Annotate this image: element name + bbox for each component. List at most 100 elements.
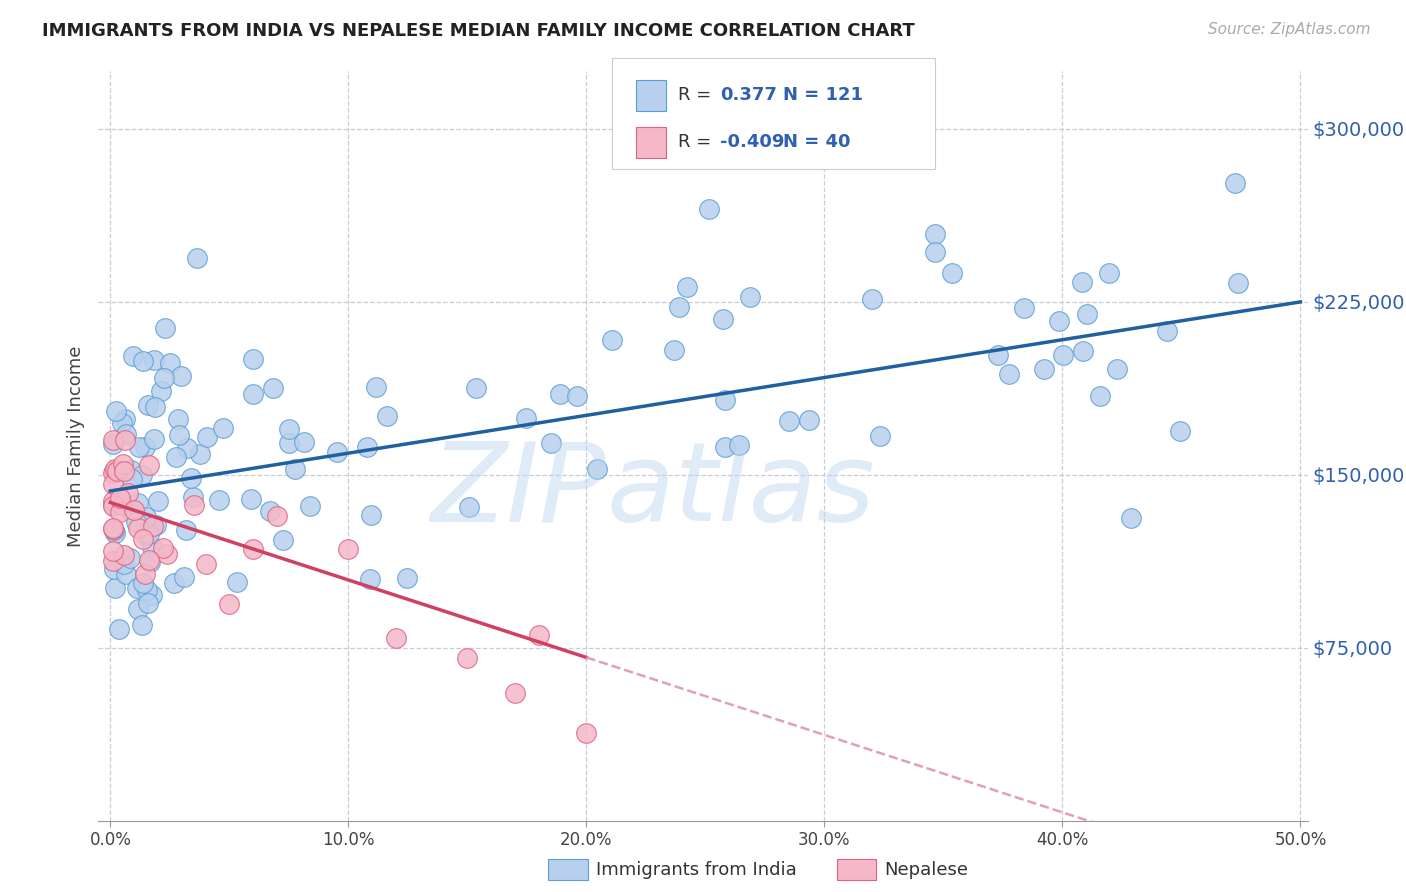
- Point: [1076, 307, 1098, 321]
- Text: atlas: atlas: [606, 437, 875, 544]
- Y-axis label: Median Family Income: Median Family Income: [66, 345, 84, 547]
- Point: [156, 547, 179, 561]
- Point: [101, 493, 124, 508]
- Point: [548, 387, 571, 401]
- Point: [869, 429, 891, 443]
- Point: [575, 726, 598, 740]
- Point: [676, 280, 699, 294]
- Point: [101, 434, 124, 448]
- Point: [1052, 348, 1074, 362]
- Point: [1119, 511, 1142, 525]
- Point: [114, 412, 136, 426]
- Point: [101, 499, 124, 513]
- Point: [266, 508, 288, 523]
- Point: [104, 462, 127, 476]
- Point: [138, 553, 160, 567]
- Point: [134, 440, 156, 454]
- Point: [118, 502, 141, 516]
- Point: [128, 440, 150, 454]
- Point: [127, 495, 149, 509]
- Point: [141, 588, 163, 602]
- Point: [364, 380, 387, 394]
- Point: [136, 398, 159, 412]
- Point: [714, 392, 737, 407]
- Point: [194, 557, 217, 571]
- Text: Source: ZipAtlas.com: Source: ZipAtlas.com: [1208, 22, 1371, 37]
- Point: [714, 440, 737, 454]
- Point: [127, 601, 149, 615]
- Point: [146, 493, 169, 508]
- Point: [271, 533, 294, 547]
- Point: [356, 440, 378, 454]
- Point: [131, 468, 153, 483]
- Point: [121, 349, 143, 363]
- Point: [112, 558, 135, 572]
- Point: [359, 572, 381, 586]
- Point: [101, 476, 124, 491]
- Point: [167, 428, 190, 442]
- Point: [118, 551, 141, 566]
- Point: [218, 598, 240, 612]
- Point: [941, 266, 963, 280]
- Point: [132, 576, 155, 591]
- Point: [101, 544, 124, 558]
- Point: [120, 463, 142, 477]
- Point: [101, 437, 124, 451]
- Point: [924, 245, 946, 260]
- Point: [111, 416, 134, 430]
- Point: [662, 343, 685, 357]
- Point: [152, 371, 174, 385]
- Point: [112, 464, 135, 478]
- Point: [458, 500, 481, 514]
- Point: [170, 368, 193, 383]
- Point: [860, 292, 883, 306]
- Text: Immigrants from India: Immigrants from India: [596, 861, 797, 879]
- Text: IMMIGRANTS FROM INDIA VS NEPALESE MEDIAN FAMILY INCOME CORRELATION CHART: IMMIGRANTS FROM INDIA VS NEPALESE MEDIAN…: [42, 22, 915, 40]
- Text: N = 40: N = 40: [783, 134, 851, 152]
- Point: [121, 472, 143, 486]
- Point: [1227, 276, 1250, 290]
- Point: [360, 508, 382, 523]
- Point: [103, 522, 125, 536]
- Point: [1225, 176, 1247, 190]
- Point: [115, 567, 138, 582]
- Point: [195, 430, 218, 444]
- Point: [108, 491, 131, 505]
- Point: [738, 290, 761, 304]
- Point: [176, 441, 198, 455]
- Point: [135, 582, 157, 597]
- Point: [1098, 266, 1121, 280]
- Point: [326, 445, 349, 459]
- Point: [503, 686, 526, 700]
- Point: [132, 532, 155, 546]
- Point: [465, 381, 488, 395]
- Text: N = 121: N = 121: [783, 87, 863, 104]
- Point: [103, 523, 125, 537]
- Point: [127, 581, 149, 595]
- Point: [240, 491, 263, 506]
- Text: Nepalese: Nepalese: [884, 861, 969, 879]
- Point: [226, 574, 249, 589]
- Point: [138, 527, 160, 541]
- Point: [277, 436, 299, 450]
- Point: [586, 462, 609, 476]
- Point: [139, 555, 162, 569]
- Point: [131, 618, 153, 632]
- Point: [124, 502, 146, 516]
- Point: [135, 528, 157, 542]
- Point: [778, 414, 800, 428]
- Point: [565, 389, 588, 403]
- Point: [298, 500, 321, 514]
- Point: [152, 541, 174, 556]
- Point: [101, 498, 124, 512]
- Point: [125, 515, 148, 529]
- Point: [190, 447, 212, 461]
- Point: [111, 498, 134, 512]
- Point: [173, 569, 195, 583]
- Point: [337, 541, 360, 556]
- Point: [395, 571, 418, 585]
- Point: [138, 596, 160, 610]
- Point: [242, 542, 264, 557]
- Point: [101, 466, 124, 480]
- Point: [1168, 424, 1191, 438]
